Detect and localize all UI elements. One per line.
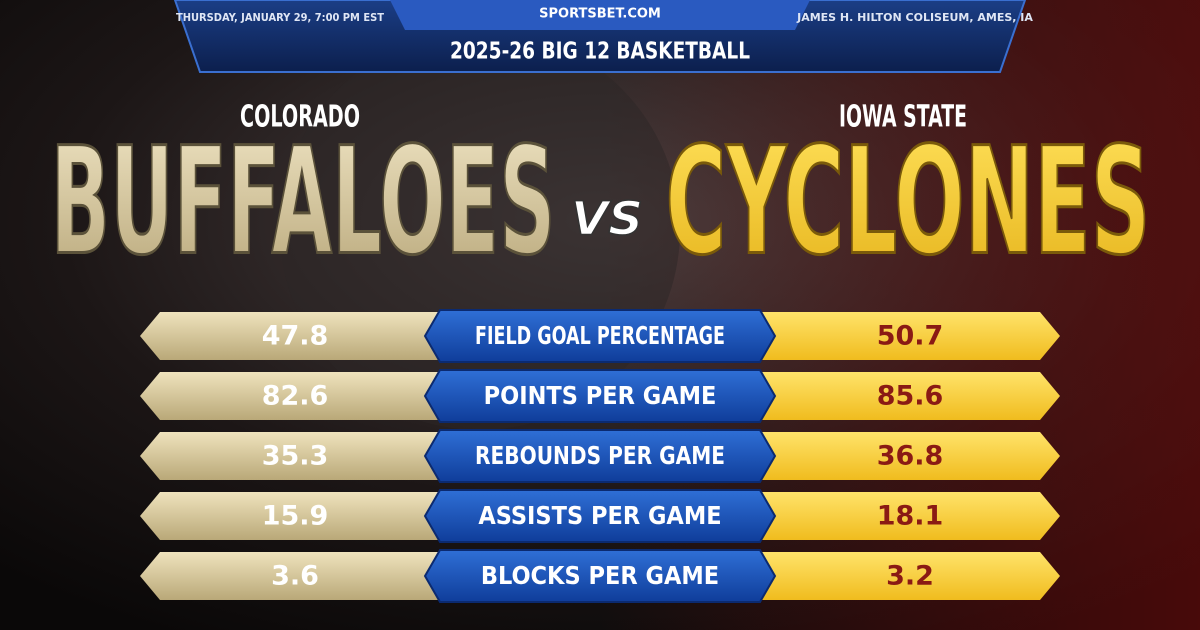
left-stat-value: 15.9 [262,501,329,532]
left-stat-plate [140,492,450,540]
left-stat-value: 82.6 [262,381,329,412]
left-stat-plate [140,312,450,360]
stat-label-plate [423,369,777,423]
stat-label-plate [423,549,777,603]
right-stat-plate [750,432,1060,480]
left-school: COLORADO [240,100,360,135]
stat-label: FIELD GOAL PERCENTAGE [475,321,725,350]
right-stat-plate [750,492,1060,540]
left-stat-plate [140,432,450,480]
stat-label-plate [423,489,777,543]
stats-rows: 47.8 FIELD GOAL PERCENTAGE 50.7 82.6 POINTS … [140,309,1060,603]
left-stat-value: 3.6 [271,561,319,592]
versus: VS [571,192,643,246]
right-stat-value: 3.2 [886,561,934,592]
left-stat-value: 35.3 [262,441,329,472]
right-stat-value: 85.6 [877,381,944,412]
left-stat-value: 47.8 [262,321,329,352]
left-stat-plate [140,552,450,600]
right-team-name: CYCLONES [666,116,1151,288]
right-stat-value: 36.8 [877,441,944,472]
stat-label: REBOUNDS PER GAME [475,441,725,470]
stat-label-plate [423,309,777,363]
left-stat-plate [140,372,450,420]
header-date: THURSDAY, JANUARY 29, 7:00 PM EST [176,11,384,24]
stat-label: BLOCKS PER GAME [481,561,719,590]
right-stat-value: 18.1 [877,501,944,532]
header-banner [173,0,1027,73]
header-venue: JAMES H. HILTON COLISEUM, AMES, IA [796,11,1033,24]
stat-label: ASSISTS PER GAME [478,501,721,530]
right-school: IOWA STATE [839,100,967,135]
right-stat-plate [750,312,1060,360]
right-stat-plate [750,552,1060,600]
stat-label: POINTS PER GAME [484,381,717,410]
stat-label-plate [423,429,777,483]
right-stat-value: 50.7 [877,321,944,352]
right-stat-plate [750,372,1060,420]
header-site: SPORTSBET.COM [539,7,661,22]
header-tab [390,0,810,30]
header-title: 2025-26 BIG 12 BASKETBALL [450,39,750,65]
left-team-name: BUFFALOES [51,116,556,288]
